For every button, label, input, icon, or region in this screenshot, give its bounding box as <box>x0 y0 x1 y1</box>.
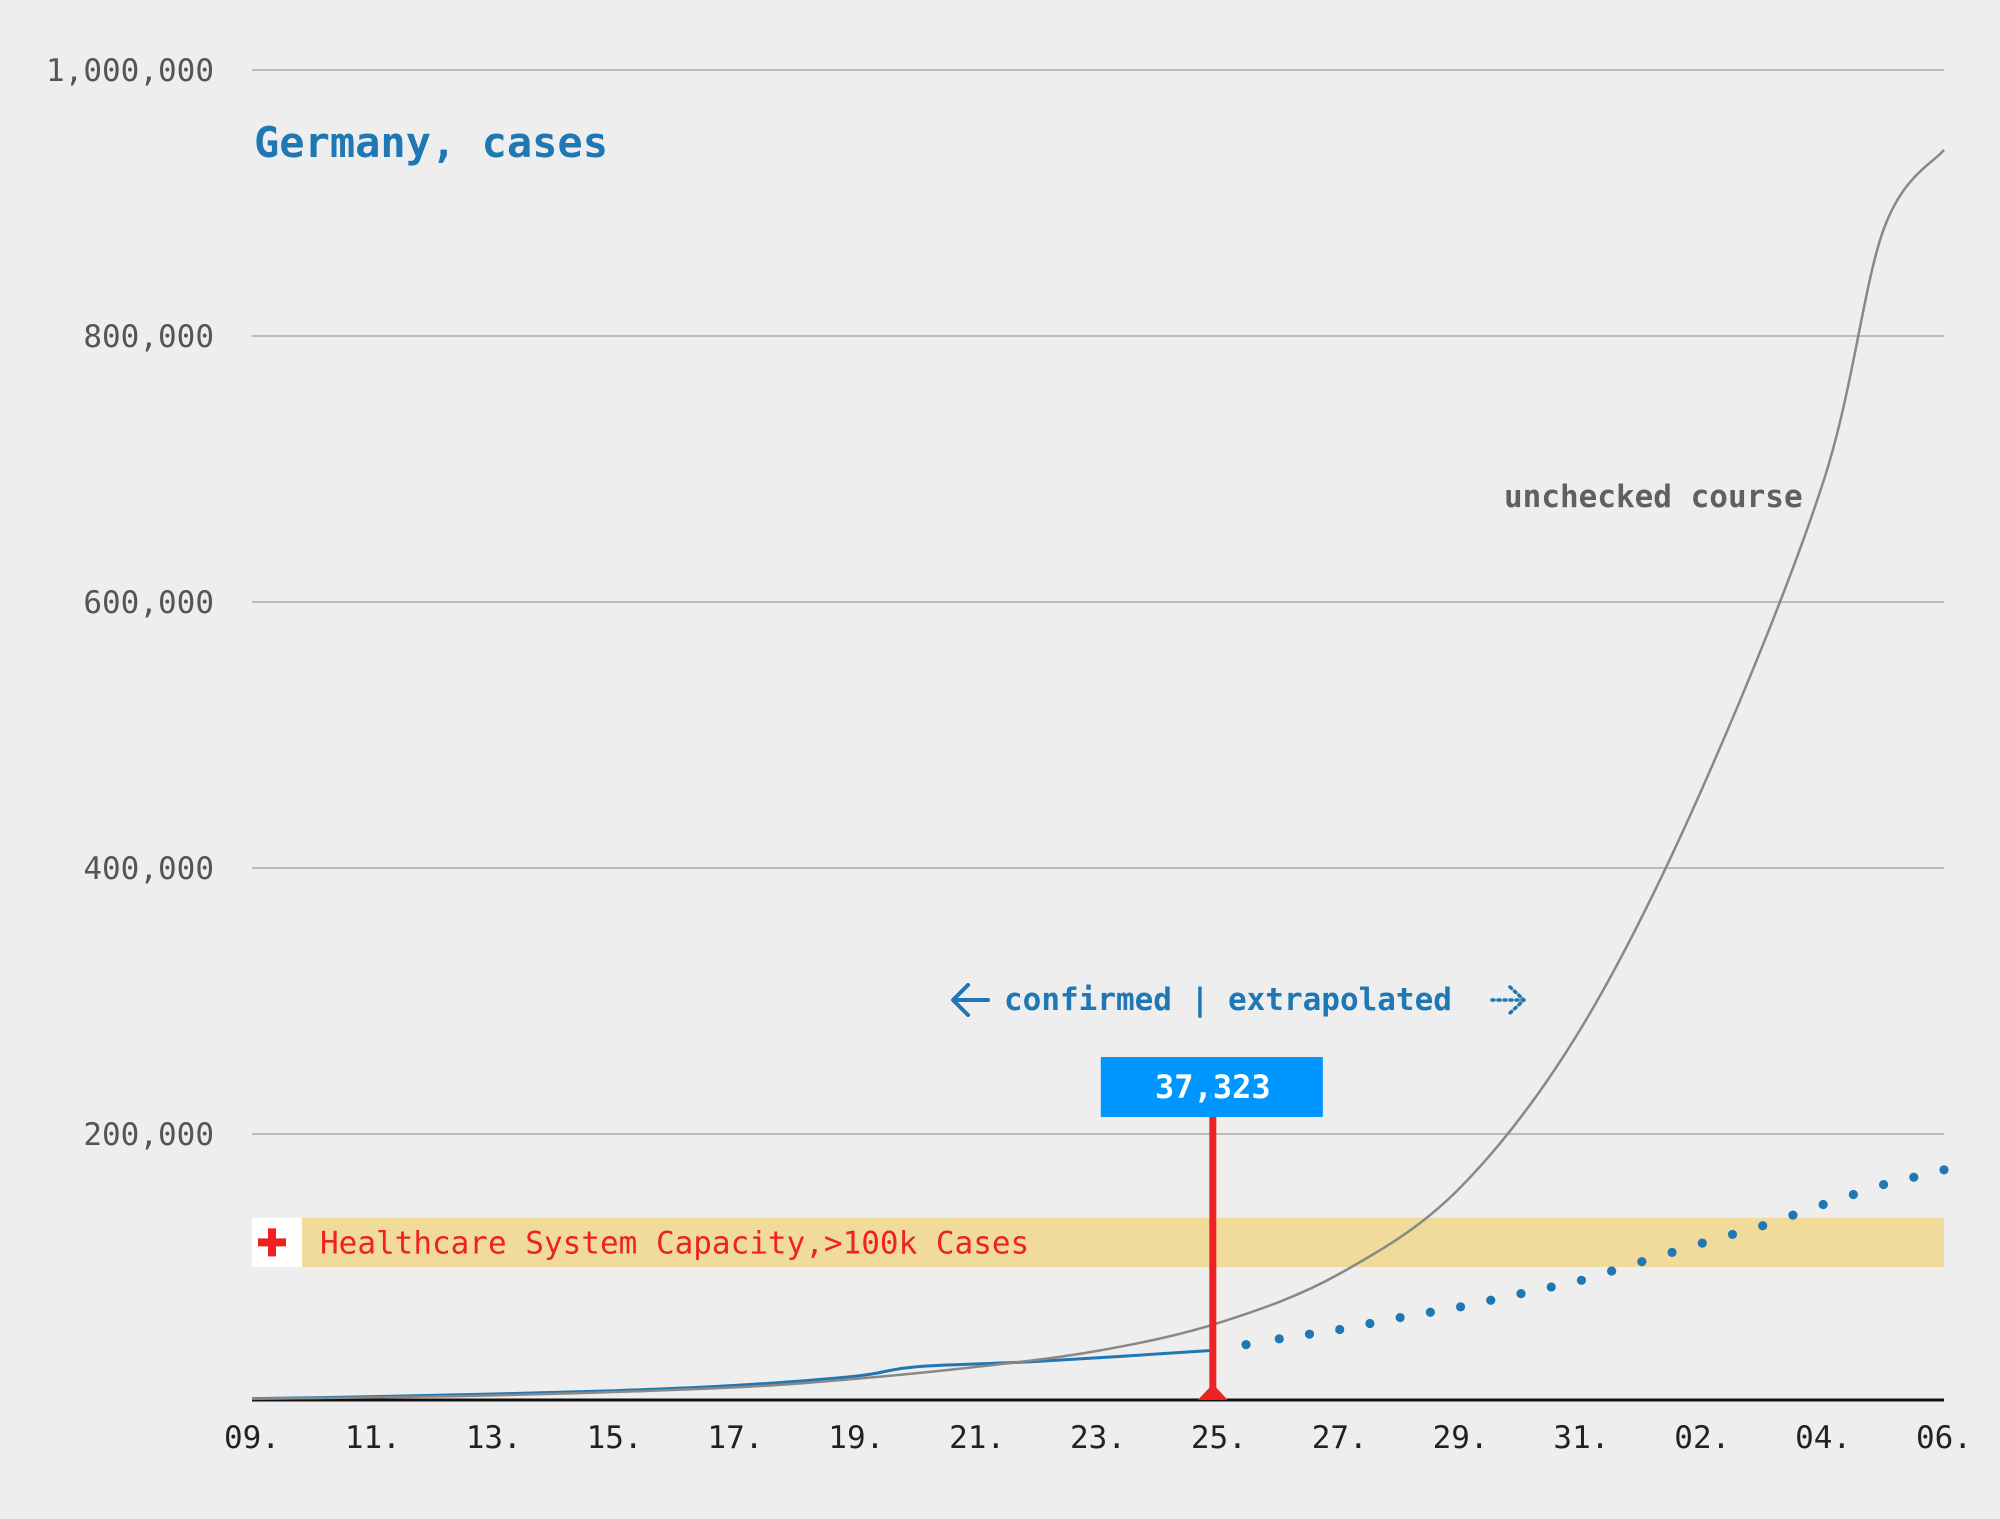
extrapolated-point <box>1637 1257 1647 1267</box>
x-tick-label: 27. <box>1312 1420 1368 1456</box>
chart-title: Germany, cases <box>254 118 608 167</box>
x-axis-ticks: 09. 11. 13. 15. 17. 19. 21. 23. 25. 27. 29. 31. 02. 0… <box>224 1420 1972 1456</box>
extrapolated-point <box>1758 1221 1768 1231</box>
extrapolated-point <box>1607 1266 1617 1276</box>
capacity-band-label: Healthcare System Capacity,>100k Cases <box>320 1225 1029 1261</box>
capacity-band <box>252 1217 1944 1267</box>
extrapolated-point <box>1878 1179 1889 1190</box>
extrapolated-point <box>1788 1210 1798 1220</box>
x-tick-label: 15. <box>587 1420 643 1456</box>
extrapolated-point <box>1939 1165 1949 1175</box>
extrapolated-point <box>1546 1282 1556 1292</box>
extrapolated-point <box>1455 1302 1466 1312</box>
extrapolated-point <box>1727 1229 1738 1240</box>
x-tick-label: 06. <box>1916 1420 1972 1456</box>
y-tick-label: 1,000,000 <box>46 53 214 89</box>
extrapolated-point <box>1848 1189 1858 1200</box>
x-tick-label: 19. <box>828 1420 884 1456</box>
extrapolated-point <box>1395 1312 1405 1323</box>
gridlines <box>252 69 1944 1135</box>
x-tick-label: 11. <box>345 1420 401 1456</box>
y-tick-label: 600,000 <box>83 585 214 621</box>
x-tick-label: 25. <box>1191 1420 1247 1456</box>
extrapolated-point <box>1365 1318 1375 1329</box>
extrapolated-point <box>1667 1247 1677 1257</box>
y-tick-label: 800,000 <box>83 319 214 355</box>
current-value-label: 37,323 <box>1155 1068 1271 1106</box>
x-tick-label: 29. <box>1433 1420 1489 1456</box>
x-tick-label: 09. <box>224 1420 280 1456</box>
extrapolated-point <box>1335 1324 1345 1335</box>
y-tick-label: 400,000 <box>83 851 214 887</box>
unchecked-course-line <box>251 149 1945 1400</box>
x-tick-label: 17. <box>707 1420 763 1456</box>
extrapolated-point <box>1697 1238 1707 1248</box>
x-tick-label: 21. <box>949 1420 1005 1456</box>
extrapolated-point <box>1516 1289 1526 1299</box>
extrapolated-point <box>1576 1275 1587 1285</box>
x-tick-label: 13. <box>466 1420 522 1456</box>
unchecked-course-label: unchecked course <box>1504 479 1803 515</box>
extrapolated-point <box>1909 1172 1919 1182</box>
x-tick-label: 04. <box>1795 1420 1851 1456</box>
extrapolated-point <box>1486 1295 1496 1305</box>
dotted-right-arrow-icon <box>1490 985 1526 1015</box>
current-value-box <box>1100 1057 1323 1117</box>
left-arrow-icon <box>951 983 990 1017</box>
extrapolated-point <box>1304 1329 1315 1339</box>
extrapolated-point <box>1818 1199 1828 1210</box>
red-cross-icon <box>258 1228 286 1257</box>
extrapolated-point <box>1425 1307 1435 1317</box>
y-tick-label: 200,000 <box>83 1117 214 1153</box>
confirmed-extrapolated-label: confirmed | extrapolated <box>1004 982 1452 1018</box>
x-tick-label: 02. <box>1674 1420 1730 1456</box>
confirmed-cases-line <box>251 1348 1213 1401</box>
series-layer <box>251 149 1949 1401</box>
x-tick-label: 31. <box>1553 1420 1609 1456</box>
extrapolated-point <box>1274 1334 1284 1344</box>
y-axis-ticks: 1,000,000 800,000 600,000 400,000 200,000 <box>46 53 214 1153</box>
x-tick-label: 23. <box>1070 1420 1126 1456</box>
extrapolated-point <box>1241 1339 1251 1350</box>
marker-triangle-icon <box>1197 1384 1228 1400</box>
